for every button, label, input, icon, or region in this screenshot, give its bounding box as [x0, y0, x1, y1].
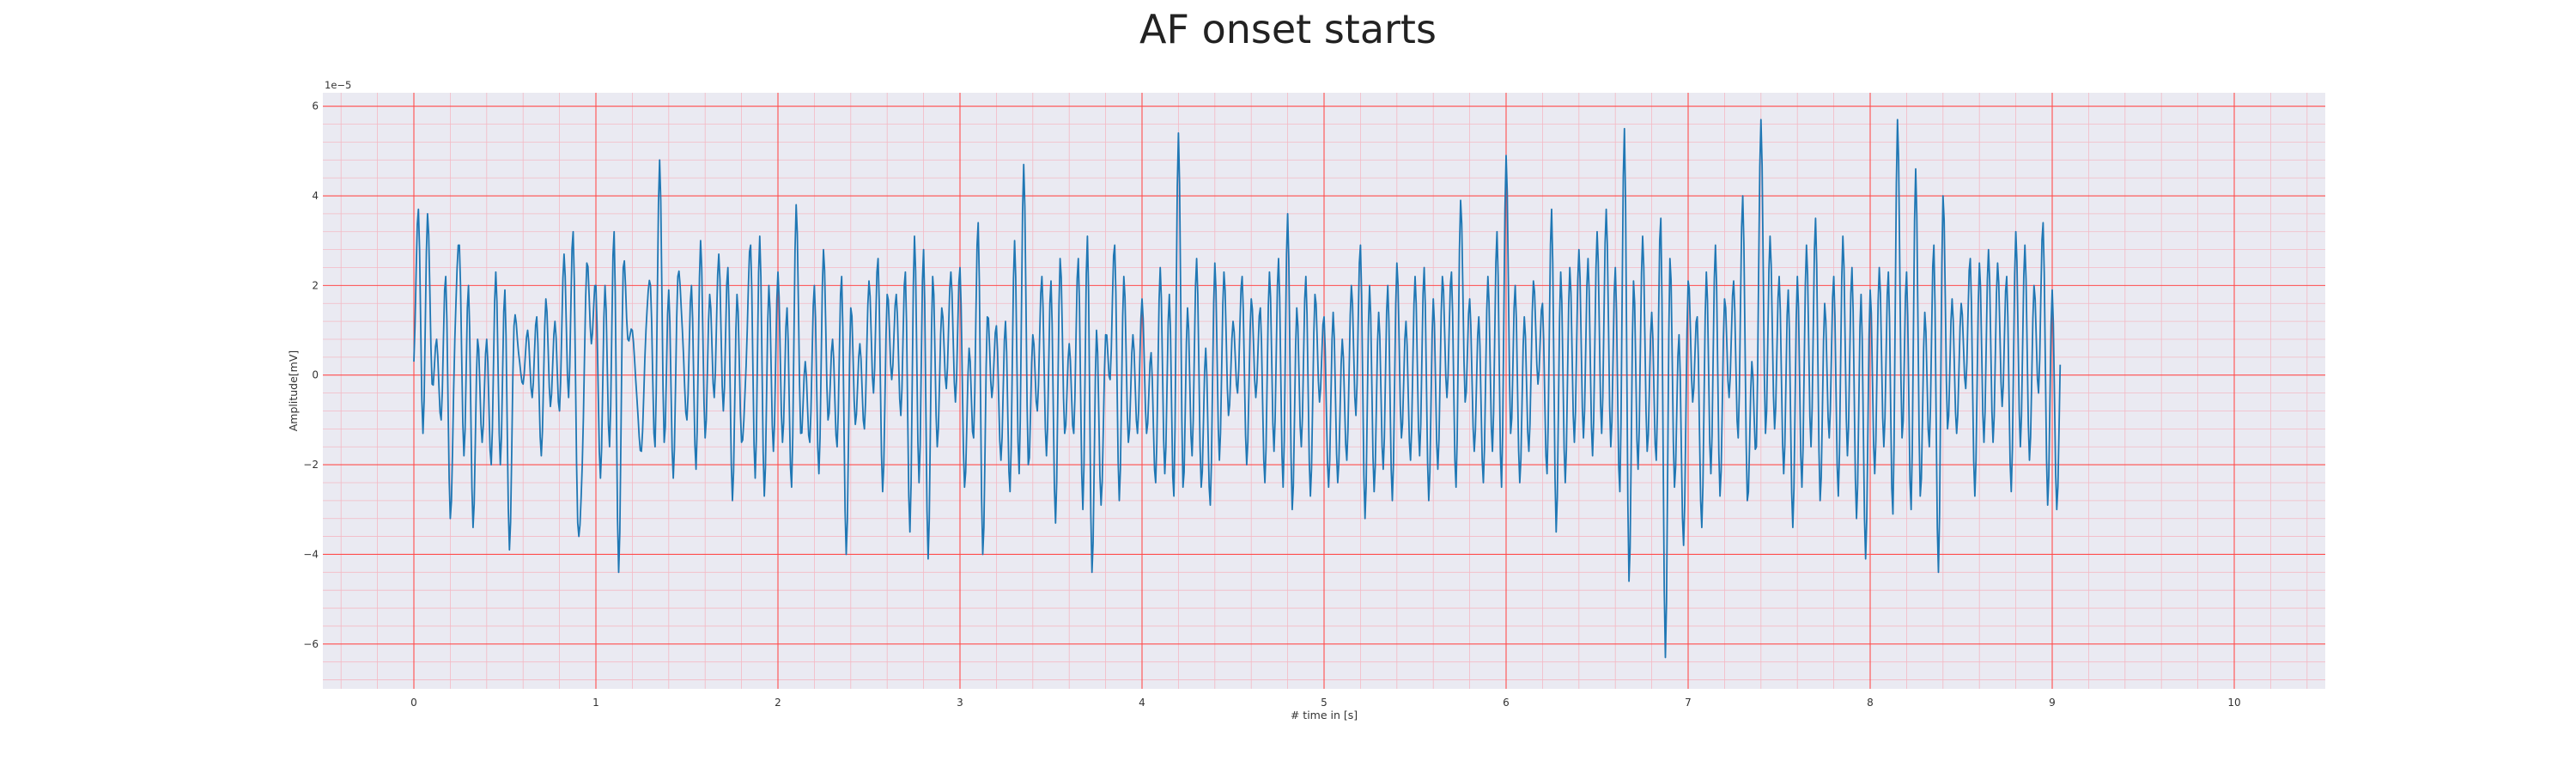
x-tick-label: 10 — [2227, 697, 2240, 709]
y-scale-label: 1e−5 — [325, 79, 351, 91]
major-grid — [323, 93, 2325, 689]
x-axis-label: # time in [s] — [1291, 709, 1358, 721]
x-tick-label: 9 — [2049, 697, 2056, 709]
x-tick-label: 4 — [1139, 697, 1145, 709]
y-tick-label: 6 — [312, 100, 319, 113]
x-tick-label: 3 — [957, 697, 963, 709]
y-tick-label: −2 — [303, 459, 319, 471]
y-tick-label: 4 — [312, 190, 319, 202]
y-tick-label: −4 — [303, 548, 319, 560]
x-tick-labels: 0 1 2 3 4 5 6 7 8 9 10 — [410, 697, 2240, 709]
signal-line — [413, 119, 2062, 659]
y-tick-labels: −6 −4 −2 0 2 4 6 — [303, 100, 319, 650]
x-tick-label: 1 — [592, 697, 599, 709]
x-tick-label: 8 — [1867, 697, 1874, 709]
x-tick-label: 5 — [1321, 697, 1327, 709]
y-tick-label: 2 — [312, 279, 319, 291]
y-axis-label: Amplitude[mV] — [287, 350, 300, 432]
x-tick-label: 6 — [1503, 697, 1510, 709]
x-tick-label: 2 — [775, 697, 781, 709]
y-tick-label: 0 — [312, 369, 319, 381]
y-tick-label: −6 — [303, 638, 319, 650]
x-tick-label: 0 — [410, 697, 417, 709]
chart-title: AF onset starts — [1139, 6, 1437, 52]
x-tick-label: 7 — [1685, 697, 1692, 709]
